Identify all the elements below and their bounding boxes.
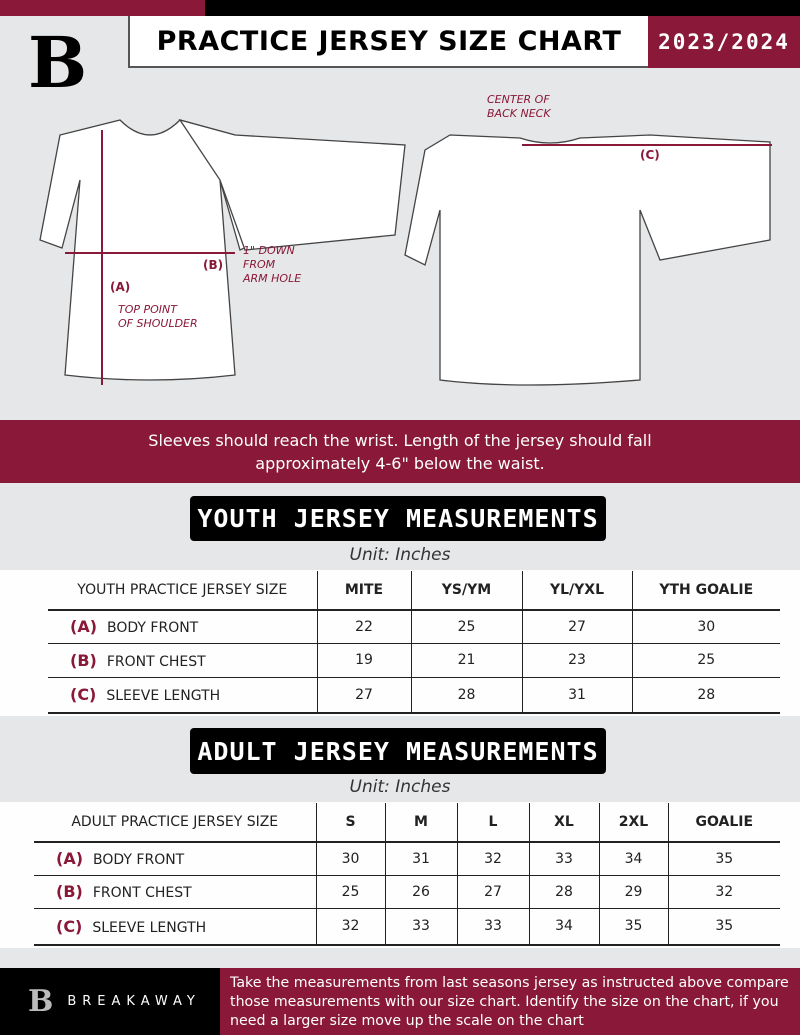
row-label: BODY FRONT bbox=[93, 852, 185, 869]
cell: 33 bbox=[528, 842, 599, 876]
header-cell: YS/YM bbox=[410, 571, 522, 611]
cell: 27 bbox=[316, 677, 411, 714]
cell: 21 bbox=[410, 643, 522, 678]
header-cell: ADULT PRACTICE JERSEY SIZE bbox=[34, 803, 316, 843]
cell: 25 bbox=[631, 643, 780, 678]
season-label: 2023/2024 bbox=[648, 16, 800, 68]
youth-table: YOUTH PRACTICE JERSEY SIZE MITE YS/YM YL/YX… bbox=[48, 571, 780, 714]
label-top-point: TOP POINT OF SHOULDER bbox=[118, 303, 198, 330]
row-label: BODY FRONT bbox=[107, 620, 199, 637]
header-cell: S bbox=[315, 803, 385, 843]
youth-unit: Unit: Inches bbox=[349, 545, 451, 565]
banner-line-1: Sleeves should reach the wrist. Length o… bbox=[148, 431, 652, 450]
cell: 30 bbox=[315, 842, 385, 876]
banner-line-2: approximately 4-6" below the waist. bbox=[255, 454, 545, 473]
header-cell: M bbox=[384, 803, 457, 843]
header-cell: MITE bbox=[316, 571, 411, 611]
cell: 30 bbox=[631, 610, 780, 644]
cell: 35 bbox=[667, 908, 780, 946]
label-center: CENTER OF BACK NECK bbox=[487, 93, 551, 120]
row-label: SLEEVE LENGTH bbox=[92, 919, 207, 936]
header-cell: YTH GOALIE bbox=[631, 571, 780, 611]
adult-title: ADULT JERSEY MEASUREMENTS bbox=[190, 728, 606, 774]
table-row: (B) FRONT CHEST 25 26 27 28 29 32 bbox=[34, 875, 780, 909]
header-cell: YL/YXL bbox=[521, 571, 632, 611]
table-row: (C) SLEEVE LENGTH 32 33 33 34 35 35 bbox=[34, 908, 780, 946]
cell: 28 bbox=[528, 875, 599, 909]
youth-title: YOUTH JERSEY MEASUREMENTS bbox=[190, 496, 606, 541]
table-row: (A) BODY FRONT 30 31 32 33 34 35 bbox=[34, 842, 780, 876]
table-row: (B) FRONT CHEST 19 21 23 25 bbox=[48, 643, 780, 678]
cell: 25 bbox=[315, 875, 385, 909]
row-label: SLEEVE LENGTH bbox=[106, 688, 221, 705]
row-letter: (B) bbox=[70, 650, 97, 670]
adult-unit: Unit: Inches bbox=[349, 777, 451, 797]
cell: 23 bbox=[521, 643, 632, 678]
cell: 32 bbox=[667, 875, 780, 909]
footer-text: Take the measurements from last seasons … bbox=[220, 968, 800, 1035]
table-header-row: YOUTH PRACTICE JERSEY SIZE MITE YS/YM YL/YX… bbox=[48, 571, 780, 611]
table-row: (A) BODY FRONT 22 25 27 30 bbox=[48, 610, 780, 644]
row-letter: (C) bbox=[56, 916, 83, 936]
cell: 34 bbox=[528, 908, 599, 946]
top-accent-bar bbox=[0, 0, 205, 16]
header-cell: 2XL bbox=[598, 803, 668, 843]
cell: 31 bbox=[521, 677, 632, 714]
row-letter: (C) bbox=[70, 685, 97, 705]
cell: 32 bbox=[456, 842, 529, 876]
cell: 27 bbox=[456, 875, 529, 909]
adult-table: ADULT PRACTICE JERSEY SIZE S M L XL 2XL GOALIE… bbox=[34, 803, 780, 946]
header-cell: XL bbox=[528, 803, 599, 843]
header-cell: L bbox=[456, 803, 529, 843]
cell: 28 bbox=[631, 677, 780, 714]
label-b: (B) bbox=[203, 258, 224, 272]
header-cell: YOUTH PRACTICE JERSEY SIZE bbox=[48, 571, 317, 611]
cell: 27 bbox=[521, 610, 632, 644]
row-label: FRONT CHEST bbox=[106, 653, 206, 670]
label-down: 1" DOWN FROM ARM HOLE bbox=[243, 244, 302, 285]
brand-logo: B bbox=[28, 21, 88, 104]
cell: 35 bbox=[598, 908, 668, 946]
footer-logo: B bbox=[28, 984, 54, 1019]
label-c: (C) bbox=[640, 148, 660, 162]
cell: 22 bbox=[316, 610, 411, 644]
cell: 26 bbox=[384, 875, 457, 909]
cell: 34 bbox=[598, 842, 668, 876]
row-label: FRONT CHEST bbox=[92, 885, 192, 901]
label-a: (A) bbox=[110, 280, 131, 294]
cell: 32 bbox=[315, 908, 385, 946]
cell: 35 bbox=[667, 842, 780, 876]
row-letter: (A) bbox=[70, 617, 98, 637]
row-letter: (B) bbox=[56, 882, 83, 901]
brand-name: BREAKAWAY bbox=[67, 994, 201, 1009]
header-cell: GOALIE bbox=[667, 803, 780, 843]
cell: 31 bbox=[384, 842, 457, 876]
cell: 25 bbox=[410, 610, 522, 644]
footer-brand: B BREAKAWAY bbox=[0, 968, 220, 1035]
cell: 29 bbox=[598, 875, 668, 909]
page-title: PRACTICE JERSEY SIZE CHART bbox=[128, 16, 648, 68]
top-black-bar bbox=[205, 0, 800, 16]
back-jersey bbox=[404, 134, 771, 386]
instruction-banner: Sleeves should reach the wrist. Length o… bbox=[0, 420, 800, 483]
jersey-diagram bbox=[39, 118, 772, 386]
cell: 33 bbox=[456, 908, 529, 946]
cell: 33 bbox=[384, 908, 457, 946]
front-jersey bbox=[39, 119, 263, 381]
table-row: (C) SLEEVE LENGTH 27 28 31 28 bbox=[48, 677, 780, 714]
row-letter: (A) bbox=[56, 849, 84, 869]
table-header-row: ADULT PRACTICE JERSEY SIZE S M L XL 2XL GOALIE bbox=[34, 803, 780, 843]
cell: 19 bbox=[316, 643, 411, 678]
cell: 28 bbox=[410, 677, 522, 714]
